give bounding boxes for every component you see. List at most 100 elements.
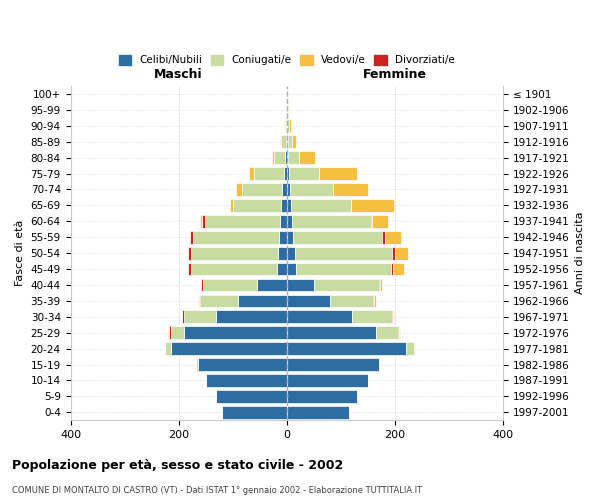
Bar — [287, 326, 376, 339]
Bar — [289, 167, 319, 180]
Legend: Celibi/Nubili, Coniugati/e, Vedovi/e, Divorziati/e: Celibi/Nubili, Coniugati/e, Vedovi/e, Di… — [115, 51, 459, 70]
Bar — [189, 231, 190, 243]
Bar — [287, 247, 295, 260]
Bar — [280, 215, 287, 228]
Bar — [393, 262, 404, 276]
Bar — [236, 183, 242, 196]
Bar — [286, 136, 287, 148]
Bar — [392, 310, 393, 323]
Bar — [379, 358, 380, 371]
Bar — [288, 136, 292, 148]
Bar — [191, 262, 277, 276]
Bar — [295, 247, 392, 260]
Bar — [182, 310, 184, 323]
Bar — [280, 136, 281, 148]
Bar — [291, 199, 350, 211]
Bar — [196, 358, 197, 371]
Bar — [170, 326, 184, 339]
Bar — [206, 374, 287, 387]
Bar — [406, 342, 414, 355]
Bar — [200, 215, 202, 228]
Bar — [281, 136, 286, 148]
Bar — [202, 278, 203, 291]
Bar — [393, 310, 394, 323]
Bar — [296, 262, 391, 276]
Bar — [287, 120, 289, 132]
Bar — [217, 390, 287, 403]
Bar — [254, 167, 284, 180]
Bar — [287, 262, 296, 276]
Bar — [352, 310, 392, 323]
Bar — [379, 278, 380, 291]
Bar — [314, 278, 379, 291]
Bar — [165, 342, 170, 355]
Bar — [284, 120, 286, 132]
Bar — [242, 183, 283, 196]
Bar — [187, 247, 188, 260]
Bar — [283, 183, 287, 196]
Bar — [184, 326, 287, 339]
Bar — [230, 199, 233, 211]
Bar — [293, 231, 382, 243]
Bar — [281, 199, 287, 211]
Bar — [274, 152, 284, 164]
Bar — [277, 262, 287, 276]
Bar — [287, 136, 288, 148]
Bar — [372, 215, 388, 228]
Y-axis label: Anni di nascita: Anni di nascita — [575, 212, 585, 294]
Bar — [170, 342, 287, 355]
Bar — [287, 358, 379, 371]
Bar — [200, 294, 238, 308]
Bar — [374, 294, 376, 308]
Bar — [272, 152, 274, 164]
Bar — [391, 262, 393, 276]
Bar — [287, 294, 330, 308]
Bar — [188, 262, 191, 276]
Bar — [287, 152, 289, 164]
Bar — [287, 167, 289, 180]
Bar — [299, 152, 316, 164]
Bar — [168, 326, 169, 339]
Bar — [199, 294, 200, 308]
Bar — [205, 215, 280, 228]
Bar — [287, 215, 292, 228]
Text: Popolazione per età, sesso e stato civile - 2002: Popolazione per età, sesso e stato civil… — [12, 460, 343, 472]
Bar — [395, 247, 409, 260]
Bar — [290, 183, 333, 196]
Bar — [193, 231, 279, 243]
Bar — [350, 199, 394, 211]
Bar — [233, 199, 281, 211]
Bar — [287, 199, 291, 211]
Bar — [278, 247, 287, 260]
Text: Maschi: Maschi — [154, 68, 203, 81]
Bar — [222, 406, 287, 418]
Bar — [319, 167, 357, 180]
Bar — [203, 278, 257, 291]
Bar — [284, 152, 287, 164]
Bar — [191, 247, 278, 260]
Bar — [190, 231, 193, 243]
Bar — [287, 342, 406, 355]
Bar — [287, 231, 293, 243]
Bar — [392, 247, 395, 260]
Bar — [376, 326, 398, 339]
Bar — [187, 262, 188, 276]
Bar — [373, 294, 374, 308]
Bar — [289, 152, 299, 164]
Bar — [188, 247, 191, 260]
Bar — [287, 278, 314, 291]
Bar — [287, 406, 349, 418]
Bar — [238, 294, 287, 308]
Bar — [287, 374, 368, 387]
Bar — [184, 310, 217, 323]
Bar — [287, 390, 357, 403]
Bar — [284, 167, 287, 180]
Bar — [292, 136, 296, 148]
Bar — [380, 278, 382, 291]
Bar — [333, 183, 368, 196]
Bar — [287, 183, 290, 196]
Text: COMUNE DI MONTALTO DI CASTRO (VT) - Dati ISTAT 1° gennaio 2002 - Elaborazione TU: COMUNE DI MONTALTO DI CASTRO (VT) - Dati… — [12, 486, 422, 495]
Bar — [217, 310, 287, 323]
Bar — [382, 231, 385, 243]
Bar — [202, 215, 205, 228]
